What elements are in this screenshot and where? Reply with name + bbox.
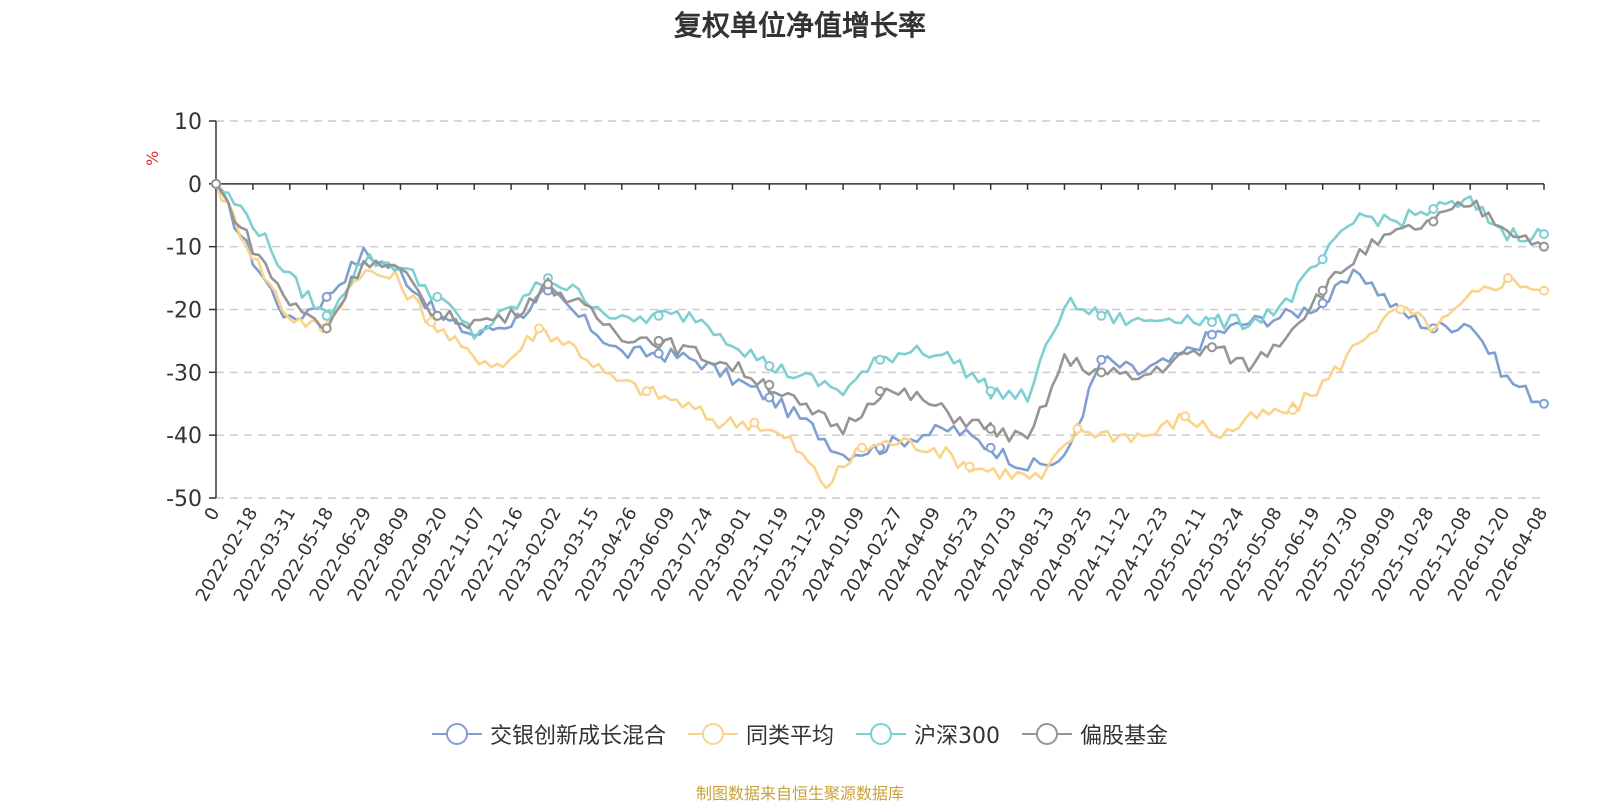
legend-item[interactable]: 偏股基金 (1022, 718, 1168, 750)
series-point (1503, 273, 1514, 284)
series-point (1207, 342, 1217, 353)
legend-swatch-icon (431, 723, 482, 745)
series-point (1539, 229, 1549, 240)
series-line-1 (214, 183, 1545, 490)
series-point (764, 361, 775, 372)
series-point (321, 291, 332, 302)
legend-item[interactable]: 交银创新成长混合 (431, 718, 666, 750)
series-point (1539, 285, 1549, 296)
series-point (1072, 423, 1083, 434)
series-point (653, 348, 664, 359)
series-point (1428, 203, 1439, 214)
series-point (534, 323, 545, 334)
series-point (321, 310, 332, 321)
series-point (1287, 405, 1298, 416)
series-point (985, 423, 996, 434)
series-line-3 (214, 183, 1545, 443)
legend-swatch-icon (1022, 723, 1072, 745)
series-point (432, 291, 443, 302)
axis-layer (209, 120, 1545, 499)
series-point (1395, 304, 1406, 315)
y-tick-label: -20 (166, 299, 202, 324)
series-point (964, 461, 975, 472)
series-point (432, 310, 443, 321)
y-tick-label: -50 (166, 487, 202, 512)
series-point (1096, 367, 1107, 378)
series-point (1539, 241, 1549, 252)
series-point (426, 317, 437, 328)
series-point (1317, 285, 1328, 296)
series-line-0 (215, 182, 1545, 472)
series-point (985, 386, 996, 397)
legend-item[interactable]: 同类平均 (687, 718, 834, 750)
series-point (1096, 310, 1107, 321)
series-point (764, 379, 775, 390)
grid-layer (216, 120, 1544, 499)
series-point (1207, 317, 1217, 328)
y-tick-label: 0 (188, 173, 202, 198)
chart-plot: 100-10-20-30-40-50%02022-02-182022-03-31… (143, 110, 1552, 605)
legend-label: 交银创新成长混合 (489, 724, 666, 749)
y-tick-label: -40 (166, 424, 202, 449)
series-point (211, 178, 221, 189)
y-unit-label: % (143, 151, 162, 166)
series-point (875, 386, 885, 397)
series-point (1180, 411, 1191, 422)
legend-label: 同类平均 (745, 724, 834, 749)
series-point (641, 386, 652, 397)
legend-item[interactable]: 沪深300 (856, 718, 1000, 750)
series-point (1317, 254, 1328, 265)
series-point (857, 442, 868, 453)
legend-label: 偏股基金 (1080, 724, 1169, 749)
series-point (1317, 298, 1328, 309)
legend-swatch-icon (687, 723, 738, 745)
legend-swatch-icon (856, 723, 906, 745)
series-point (321, 323, 332, 334)
x-tick-label-origin: 0 (200, 504, 224, 524)
series-point (1539, 398, 1549, 409)
source-note: 制图数据来自恒生聚源数据库 (695, 784, 904, 803)
y-tick-label: 10 (174, 110, 202, 135)
series-point (543, 279, 553, 290)
series-point (1096, 354, 1107, 365)
series-layer (211, 178, 1549, 490)
series-point (653, 335, 664, 346)
series-point (764, 392, 775, 403)
series-point (1428, 216, 1439, 227)
series-point (749, 417, 760, 428)
legend-label: 沪深300 (914, 724, 1000, 749)
chart-title: 复权单位净值增长率 (673, 9, 926, 42)
series-point (875, 354, 885, 365)
y-tick-label: -30 (166, 361, 202, 386)
series-point (1207, 329, 1217, 340)
series-point (985, 442, 996, 453)
legend: 交银创新成长混合 同类平均 沪深300 偏股基金 (0, 718, 1600, 750)
series-point (653, 310, 664, 321)
y-tick-label: -10 (166, 236, 202, 261)
